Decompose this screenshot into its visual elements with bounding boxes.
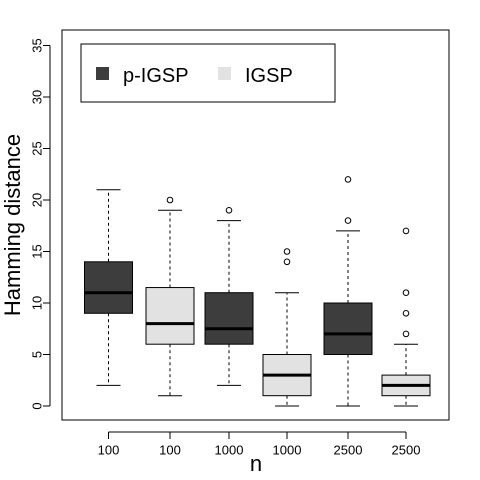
y-tick-label: 10 <box>29 296 44 310</box>
y-axis-label: Hamming distance <box>0 134 25 316</box>
outlier-point <box>402 330 410 338</box>
box-p-igsp-1000 <box>204 207 254 386</box>
outlier-point <box>344 217 352 224</box>
outlier-point <box>283 258 291 266</box>
x-tick-label: 2500 <box>334 442 363 457</box>
legend-swatch-p-igsp <box>96 67 109 80</box>
x-tick-label: 1000 <box>215 442 244 457</box>
box-p-igsp-2500 <box>323 176 373 407</box>
box-p-igsp-100 <box>84 189 133 386</box>
outlier-point <box>283 248 291 255</box>
x-tick-label: 2500 <box>392 442 421 457</box>
y-tick-label: 15 <box>29 244 44 258</box>
y-tick-label: 5 <box>29 351 44 358</box>
outlier-point <box>344 176 352 183</box>
outlier-point <box>402 289 410 297</box>
outlier-point <box>402 227 410 235</box>
y-axis: 0 5 10 15 20 25 30 35 <box>29 38 51 410</box>
box-igsp-100 <box>145 196 195 397</box>
x-tick-label: 100 <box>98 442 120 457</box>
y-tick-label: 30 <box>29 90 44 104</box>
iqr-box <box>145 287 195 345</box>
x-axis-label: n <box>250 451 262 476</box>
y-tick-label: 25 <box>29 141 44 155</box>
plot-frame <box>61 29 450 421</box>
y-tick-label: 0 <box>29 402 44 409</box>
iqr-box <box>323 302 373 355</box>
legend-frame <box>80 43 336 103</box>
x-axis: 100 100 1000 1000 2500 2500 <box>98 431 421 457</box>
box-igsp-2500 <box>381 227 431 407</box>
legend: p-IGSP IGSP <box>80 43 336 103</box>
box-igsp-1000 <box>262 248 312 407</box>
x-tick-label: 100 <box>159 442 181 457</box>
legend-swatch-igsp <box>218 67 231 80</box>
outlier-point <box>166 196 174 204</box>
legend-label-igsp: IGSP <box>245 65 293 87</box>
y-tick-label: 20 <box>29 193 44 207</box>
boxes-layer <box>84 176 431 407</box>
outlier-point <box>402 310 410 317</box>
iqr-box <box>84 261 133 314</box>
legend-label-p-igsp: p-IGSP <box>123 65 189 87</box>
iqr-box <box>204 292 254 345</box>
y-tick-label: 35 <box>29 38 44 52</box>
x-tick-label: 1000 <box>273 442 302 457</box>
outlier-point <box>225 207 233 214</box>
